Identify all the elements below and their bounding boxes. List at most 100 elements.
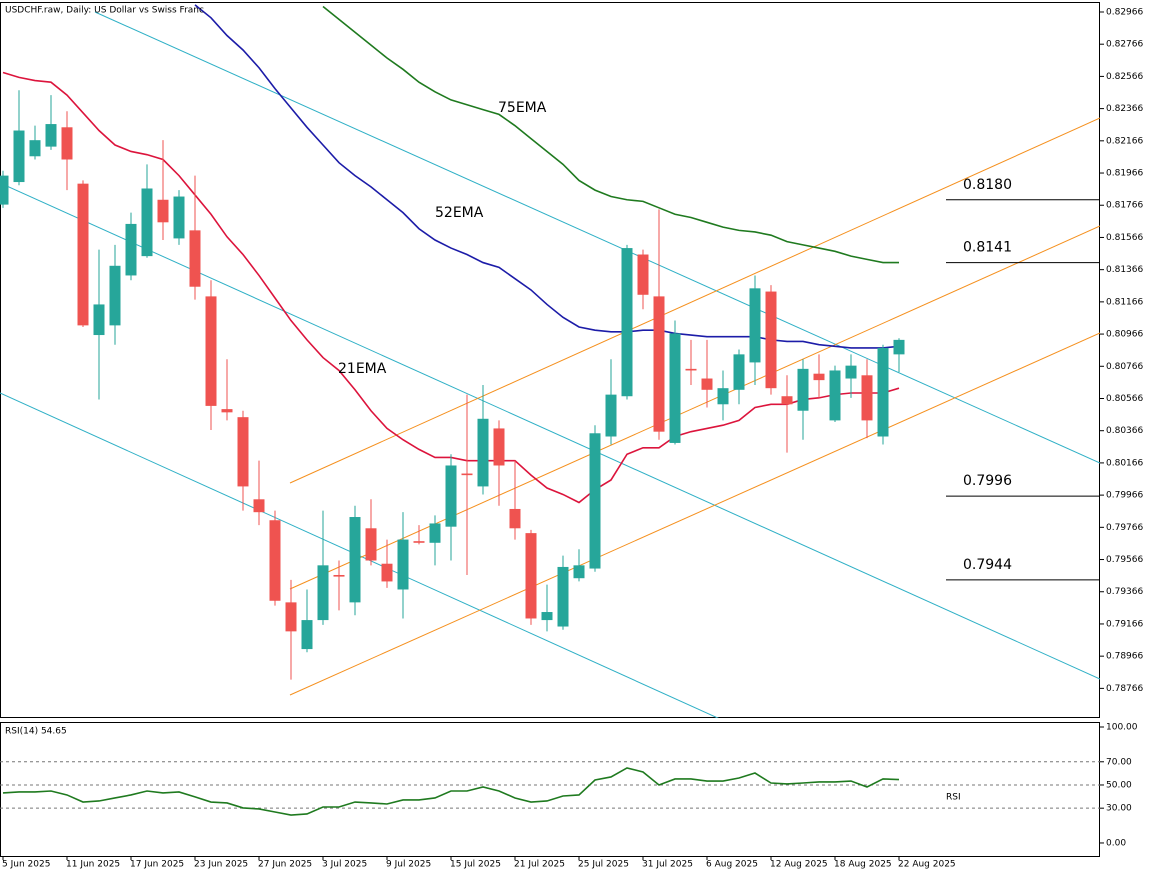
candle-body bbox=[573, 565, 585, 579]
indicator-line bbox=[2, 767, 900, 816]
candle-body bbox=[541, 612, 553, 621]
candle-body bbox=[525, 533, 537, 619]
candle-body bbox=[205, 296, 217, 406]
y-tick-label: 0.82966 bbox=[1106, 7, 1143, 17]
x-tick-label: 27 Jun 2025 bbox=[258, 860, 312, 870]
candle-body bbox=[29, 140, 41, 157]
candle-body bbox=[845, 365, 857, 379]
candle-body bbox=[829, 370, 841, 421]
y-tick-label: 0.81766 bbox=[1106, 201, 1143, 211]
y-tick-label: 0.81566 bbox=[1106, 233, 1143, 243]
rsi-panel bbox=[0, 722, 1100, 857]
candle-body bbox=[333, 574, 345, 577]
level-label: 0.7944 bbox=[963, 557, 1012, 573]
y-tick-label: 0.79766 bbox=[1106, 523, 1143, 533]
candle-body bbox=[317, 565, 329, 621]
x-tick-label: 22 Aug 2025 bbox=[898, 860, 956, 870]
candle-body bbox=[637, 254, 649, 295]
y-tick-label: 0.78766 bbox=[1106, 684, 1143, 694]
y-tick-label: 0.78966 bbox=[1106, 652, 1143, 662]
rsi-title: RSI(14) 54.65 bbox=[5, 727, 67, 737]
y-tick-label: 0.79966 bbox=[1106, 491, 1143, 501]
candle-body bbox=[605, 394, 617, 437]
candle-body bbox=[477, 418, 489, 487]
candle-body bbox=[781, 396, 793, 405]
x-tick-label: 6 Aug 2025 bbox=[706, 860, 758, 870]
candle-body bbox=[349, 517, 361, 603]
candle-body bbox=[861, 375, 873, 421]
candle-body bbox=[877, 347, 889, 437]
candle-body bbox=[301, 620, 313, 650]
indicator-label: 75EMA bbox=[498, 100, 547, 116]
candle-body bbox=[381, 563, 393, 582]
x-tick-label: 25 Jul 2025 bbox=[578, 860, 629, 870]
level-label: 0.8141 bbox=[963, 240, 1012, 256]
candle-body bbox=[765, 291, 777, 389]
candle-body bbox=[109, 265, 121, 326]
x-tick-label: 15 Jul 2025 bbox=[450, 860, 501, 870]
chart-title: USDCHF.raw, Daily: US Dollar vs Swiss Fr… bbox=[5, 6, 204, 16]
x-tick-label: 12 Aug 2025 bbox=[770, 860, 828, 870]
y-tick-label: 0.82766 bbox=[1106, 40, 1143, 50]
x-tick-label: 18 Aug 2025 bbox=[834, 860, 892, 870]
candle-body bbox=[221, 409, 233, 413]
y-tick-label: 50.00 bbox=[1106, 780, 1132, 790]
candle-body bbox=[413, 541, 425, 543]
candle-body bbox=[141, 188, 153, 257]
candle-body bbox=[253, 499, 265, 513]
y-tick-label: 0.80366 bbox=[1106, 426, 1143, 436]
candle-body bbox=[93, 304, 105, 336]
x-tick-label: 23 Jun 2025 bbox=[194, 860, 248, 870]
y-tick-label: 0.82366 bbox=[1106, 104, 1143, 114]
y-tick-label: 0.80766 bbox=[1106, 362, 1143, 372]
y-tick-label: 0.80966 bbox=[1106, 330, 1143, 340]
y-tick-label: 0.79166 bbox=[1106, 619, 1143, 629]
x-tick-label: 3 Jul 2025 bbox=[322, 860, 367, 870]
x-tick-label: 31 Jul 2025 bbox=[642, 860, 693, 870]
candle-body bbox=[0, 175, 9, 205]
candle-body bbox=[685, 368, 697, 371]
candle-body bbox=[365, 528, 377, 561]
candle-body bbox=[45, 124, 57, 147]
y-tick-label: 0.79366 bbox=[1106, 587, 1143, 597]
channel-line bbox=[289, 332, 1100, 696]
indicator-label: RSI bbox=[946, 793, 961, 803]
indicator-label: 52EMA bbox=[435, 205, 484, 221]
x-tick-label: 21 Jul 2025 bbox=[514, 860, 565, 870]
candle-body bbox=[157, 199, 169, 223]
indicator-label: 21EMA bbox=[338, 361, 387, 377]
channel-line bbox=[0, 182, 1100, 680]
candle-body bbox=[77, 183, 89, 326]
candle-body bbox=[797, 368, 809, 411]
rsi-plot bbox=[0, 761, 1100, 816]
y-tick-label: 70.00 bbox=[1106, 757, 1132, 767]
x-tick-label: 5 Jun 2025 bbox=[2, 860, 50, 870]
candle-body bbox=[669, 333, 681, 443]
level-label: 0.7996 bbox=[963, 473, 1012, 489]
candle-body bbox=[493, 428, 505, 466]
y-tick-label: 0.80566 bbox=[1106, 394, 1143, 404]
indicator-line bbox=[194, 4, 900, 349]
channel-line bbox=[289, 117, 1100, 484]
candle-body bbox=[621, 248, 633, 397]
labels: 0.82966 0.82766 0.82566 0.82366 0.82166 0.819… bbox=[2, 7, 1143, 869]
y-tick-label: 30.00 bbox=[1106, 804, 1132, 814]
level-label: 0.8180 bbox=[963, 177, 1012, 193]
candle-body bbox=[653, 296, 665, 432]
channel-line bbox=[289, 225, 1100, 590]
candle-body bbox=[125, 223, 137, 276]
y-tick-label: 100.00 bbox=[1106, 722, 1138, 732]
indicator-line bbox=[322, 5, 899, 264]
candle-body bbox=[717, 388, 729, 405]
main-plot bbox=[0, 4, 905, 680]
y-tick-label: 0.82166 bbox=[1106, 136, 1143, 146]
candle-body bbox=[237, 417, 249, 487]
candle-body bbox=[429, 523, 441, 543]
y-tick-label: 0.82566 bbox=[1106, 72, 1143, 82]
candle-body bbox=[13, 130, 25, 183]
y-tick-label: 0.00 bbox=[1106, 838, 1126, 848]
candle-body bbox=[589, 433, 601, 569]
candle-body bbox=[285, 602, 297, 632]
main-panel bbox=[0, 2, 1100, 718]
